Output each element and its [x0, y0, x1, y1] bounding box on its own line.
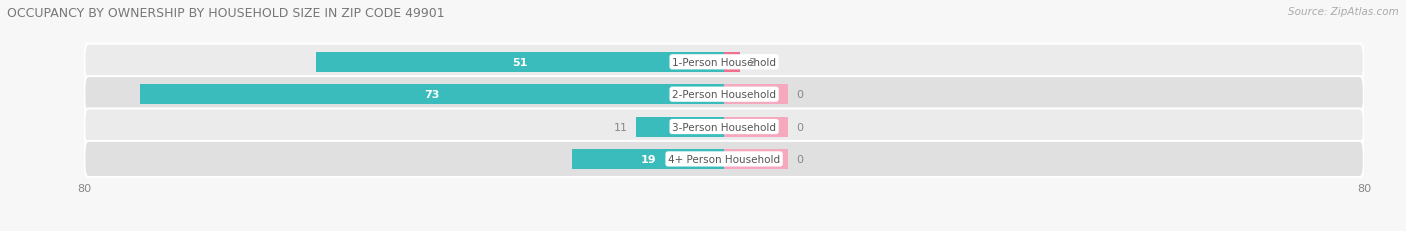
Text: 0: 0	[796, 154, 803, 164]
Bar	[724, 85, 787, 105]
FancyBboxPatch shape	[84, 141, 1364, 177]
Text: 11: 11	[614, 122, 628, 132]
Text: OCCUPANCY BY OWNERSHIP BY HOUSEHOLD SIZE IN ZIP CODE 49901: OCCUPANCY BY OWNERSHIP BY HOUSEHOLD SIZE…	[7, 7, 444, 20]
Bar	[572, 149, 724, 169]
FancyBboxPatch shape	[84, 77, 1364, 113]
Text: Source: ZipAtlas.com: Source: ZipAtlas.com	[1288, 7, 1399, 17]
Bar	[636, 117, 724, 137]
Text: 2-Person Household: 2-Person Household	[672, 90, 776, 100]
Text: 51: 51	[513, 58, 527, 67]
Text: 2: 2	[748, 58, 755, 67]
Bar	[724, 117, 787, 137]
FancyBboxPatch shape	[84, 45, 1364, 81]
FancyBboxPatch shape	[84, 109, 1364, 145]
Text: 0: 0	[796, 90, 803, 100]
Bar	[724, 149, 787, 169]
Text: 3-Person Household: 3-Person Household	[672, 122, 776, 132]
Bar	[141, 85, 724, 105]
Text: 19: 19	[640, 154, 657, 164]
Text: 73: 73	[425, 90, 440, 100]
Text: 1-Person Household: 1-Person Household	[672, 58, 776, 67]
Text: 4+ Person Household: 4+ Person Household	[668, 154, 780, 164]
Bar	[724, 52, 740, 73]
Bar	[316, 52, 724, 73]
Text: 0: 0	[796, 122, 803, 132]
